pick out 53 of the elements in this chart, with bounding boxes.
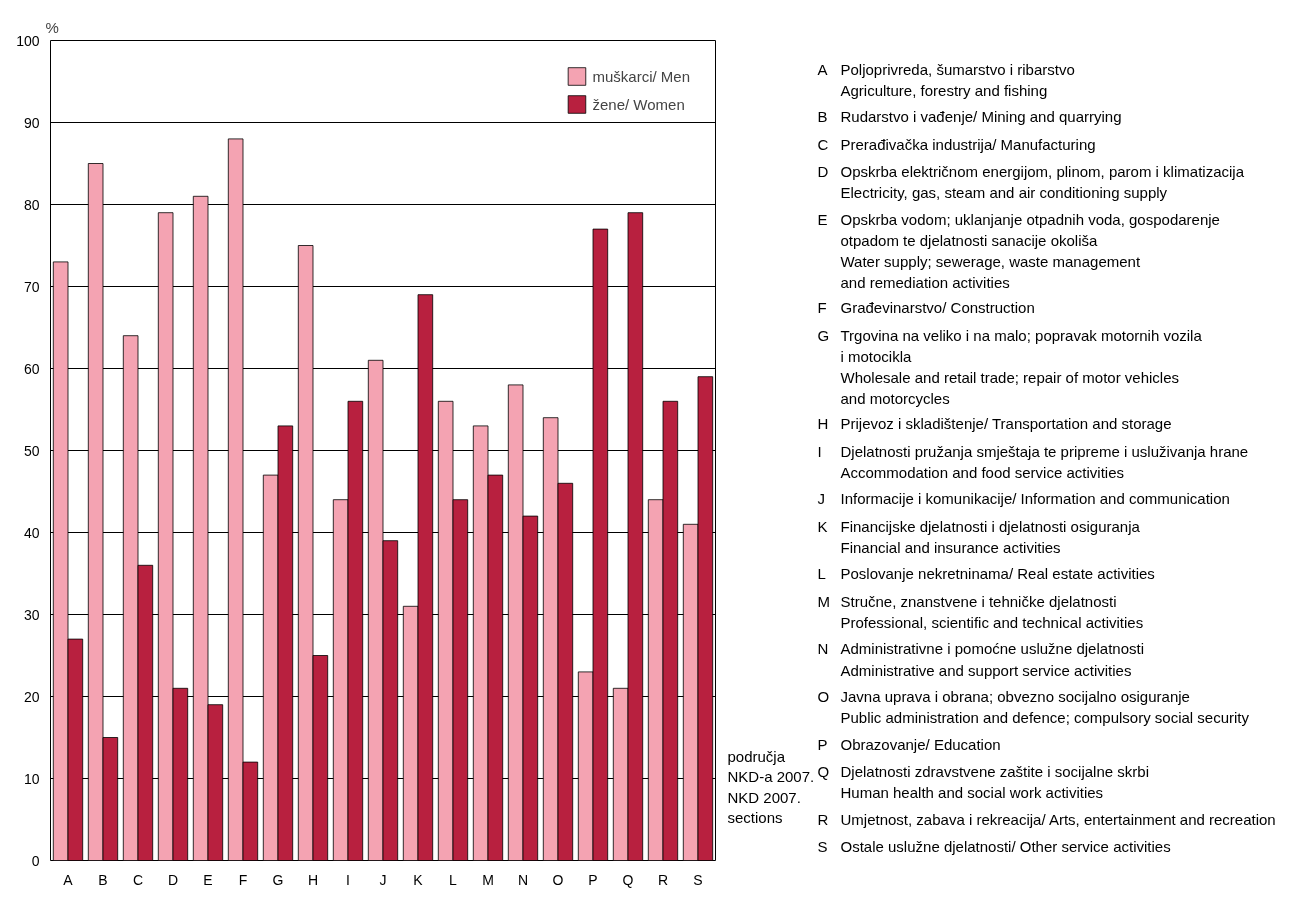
y-tick-label: 60 [23,360,40,377]
y-axis-title: % [45,18,59,36]
x-tick-label: J [379,871,387,888]
x-tick-label: Q [622,871,634,888]
x-tick-label: R [657,871,669,888]
y-tick-label: 100 [16,32,40,49]
y-tick-label: 30 [23,606,40,623]
y-tick-label: 90 [23,114,40,131]
y-tick-label: 0 [31,852,40,869]
y-tick-label: 70 [23,278,40,295]
y-tick-label: 40 [23,524,40,541]
x-tick-label: L [449,871,458,888]
text: R Umjetnost, zabava i rekreacija/ Arts, entertainment and recreation [817,810,1276,828]
text: D Opskrba električnom energijom, plinom, parom i klimatizacija Electricity, gas, steam and air conditioning supply [817,163,1245,202]
x-tick-label: E [203,871,213,888]
x-tick-label: F [238,871,248,888]
text: B Rudarstvo i vađenje/ Mining and quarrying [817,108,1122,126]
x-tick-label: D [167,871,179,888]
text: A Poljoprivreda, šumarstvo i ribarstvo Agriculture, forestry and fishing [817,60,1075,99]
text: H Prijevoz i skladištenje/ Transportation and storage [817,415,1172,433]
x-tick-label: I [346,871,350,888]
x-tick-label: C [132,871,144,888]
y-tick-label: 50 [23,442,40,459]
text: C Prerađivačka industrija/ Manufacturing [817,135,1096,153]
x-tick-label: G [272,871,284,888]
text: K Financijske djelatnosti i djelatnosti osiguranja Financial and insurance activities [817,517,1141,556]
x-tick-label: A [63,871,74,888]
x-tick-label: S [693,871,703,888]
y-tick-label: 10 [23,770,40,787]
text: E Opskrba vodom; uklanjanje otpadnih voda, gospodarenje otpadom te djelatnosti sanacije okoliša Water supply; sewerage, waste management and remediation activities [817,210,1220,292]
x-tick-label: N [517,871,529,888]
x-axis-title: područja NKD-a 2007. NKD 2007. sections [727,747,815,827]
legend-label: žene/ Women [592,95,685,113]
text: G Trgovina na veliko i na malo; popravak motornih vozila i motocikla Wholesale and retail trade; repair of motor vehicles and motorcycles [817,326,1203,408]
text: I Djelatnosti pružanja smještaja te pripreme i usluživanja hrane Accommodation and food service activities [817,442,1249,481]
legend-label: muškarci/ Men [592,67,690,85]
text: P Obrazovanje/ Education [817,735,1001,753]
x-tick-label: O [552,871,564,888]
text: O Javna uprava i obrana; obvezno socijalno osiguranje Public administration and defence; compulsory social security [817,688,1250,727]
text: M Stručne, znanstvene i tehničke djelatnosti Professional, scientific and technical activities [817,592,1144,631]
x-tick-label: K [413,871,424,888]
x-tick-label: H [307,871,319,888]
text: J Informacije i komunikacije/ Information and communication [817,490,1230,508]
text: F Građevinarstvo/ Construction [817,299,1035,317]
x-tick-label: M [482,871,494,888]
y-tick-label: 80 [23,196,40,213]
text: Q Djelatnosti zdravstvene zaštite i socijalne skrbi Human health and social work activities [817,763,1149,802]
text: N Administrativne i pomoćne uslužne djelatnosti Administrative and support service activities [817,640,1144,679]
x-tick-label: P [588,871,598,888]
x-tick-label: B [98,871,108,888]
text: S Ostale uslužne djelatnosti/ Other service activities [817,838,1171,856]
text: L Poslovanje nekretninama/ Real estate activities [817,565,1155,583]
y-tick-label: 20 [23,688,40,705]
